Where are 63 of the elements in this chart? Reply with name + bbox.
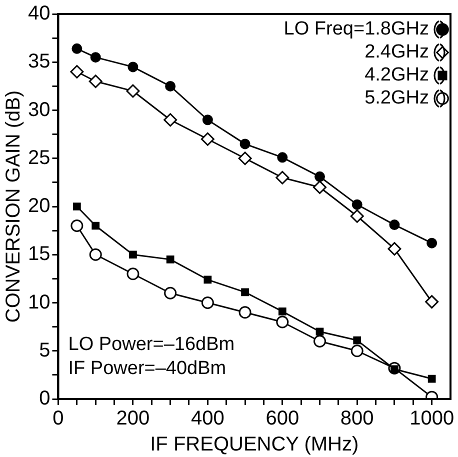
point <box>92 222 100 230</box>
x-tick-label: 400 <box>190 408 224 430</box>
x-tick-label: 600 <box>266 408 300 430</box>
point <box>238 152 252 166</box>
point <box>70 65 84 78</box>
y-tick-label: 20 <box>28 195 50 218</box>
point <box>276 170 290 184</box>
point <box>72 202 81 210</box>
y-tick-label: 5 <box>39 339 50 362</box>
point <box>89 248 102 261</box>
x-tick-label: 1000 <box>410 408 454 430</box>
point <box>201 296 214 309</box>
y-tick-label: 0 <box>39 388 50 410</box>
y-tick-label: 30 <box>28 98 50 121</box>
point <box>350 209 364 223</box>
x-axis-title: IF FREQUENCY (MHz) <box>150 434 359 456</box>
point <box>388 242 402 256</box>
legend-label: 2.4GHz <box>364 42 429 63</box>
x-tick-label: 200 <box>116 408 150 430</box>
point <box>126 84 140 98</box>
point <box>240 138 250 150</box>
point <box>165 80 176 92</box>
point <box>70 220 84 232</box>
y-tick-label: 15 <box>28 243 50 266</box>
annotation: IF Power=–40dBm <box>68 358 226 380</box>
point <box>350 344 364 358</box>
point <box>202 114 213 126</box>
annotation: LO Power=–16dBm <box>68 334 235 356</box>
point <box>204 276 212 284</box>
point <box>88 74 102 88</box>
point <box>313 180 326 194</box>
point <box>389 220 400 230</box>
legend-label: 5.2GHz <box>364 88 429 109</box>
point <box>128 62 138 72</box>
point <box>238 306 252 319</box>
point <box>352 199 362 210</box>
point <box>425 295 439 309</box>
point <box>241 288 249 296</box>
legend-label: 4.2GHz <box>364 64 429 86</box>
point <box>277 152 288 163</box>
point <box>166 256 174 264</box>
point <box>129 250 137 259</box>
point <box>164 286 177 300</box>
point <box>72 43 82 54</box>
y-tick-label: 35 <box>28 50 50 73</box>
point <box>278 307 286 316</box>
point <box>314 171 325 182</box>
y-tick-label: 10 <box>28 291 50 314</box>
point <box>314 335 326 348</box>
point <box>200 132 214 146</box>
point <box>353 336 362 344</box>
point <box>164 113 178 127</box>
y-axis-title: CONVERSION GAIN (dB) <box>2 90 25 323</box>
legend-label: LO Freq=1.8GHz <box>284 18 429 40</box>
point <box>276 316 289 328</box>
y-tick-label: 40 <box>28 2 50 25</box>
y-tick-label: 25 <box>28 146 50 169</box>
point <box>428 374 436 383</box>
point <box>90 52 101 63</box>
point <box>426 238 438 248</box>
point <box>316 328 324 336</box>
point <box>126 268 140 280</box>
x-tick-label: 800 <box>340 408 374 430</box>
